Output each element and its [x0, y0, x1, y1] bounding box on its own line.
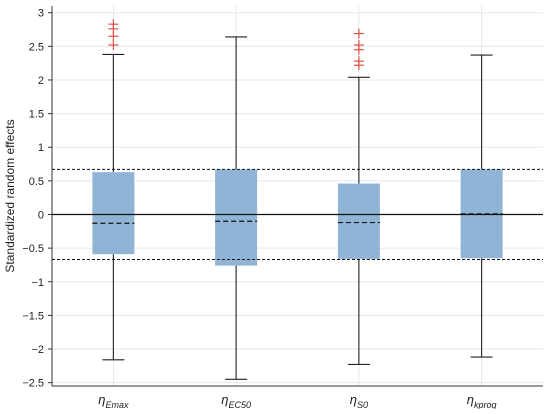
iqr-box	[338, 184, 380, 259]
y-tick-label: 1	[38, 142, 44, 154]
y-tick-label: 1.5	[29, 109, 44, 121]
y-tick-label: 2	[38, 75, 44, 87]
y-axis-label: Standardized random effects	[3, 119, 17, 272]
x-tick-label: ηEC50	[221, 392, 251, 409]
x-tick-label: ηkprog	[467, 392, 497, 409]
y-tick-label: −2.5	[22, 378, 44, 390]
y-tick-label: −1	[31, 277, 44, 289]
x-tick-label: ηS0	[350, 392, 368, 409]
y-tick-label: 2.5	[29, 41, 44, 53]
x-tick-label: ηEmax	[98, 392, 129, 409]
y-tick-label: 3	[38, 8, 44, 20]
y-tick-label: −2	[31, 344, 44, 356]
y-tick-label: 0.5	[29, 176, 44, 188]
y-tick-label: −1.5	[22, 310, 44, 322]
y-tick-label: 0	[38, 209, 44, 221]
y-tick-label: −0.5	[22, 243, 44, 255]
iqr-box	[92, 172, 134, 254]
iqr-box	[215, 169, 257, 265]
